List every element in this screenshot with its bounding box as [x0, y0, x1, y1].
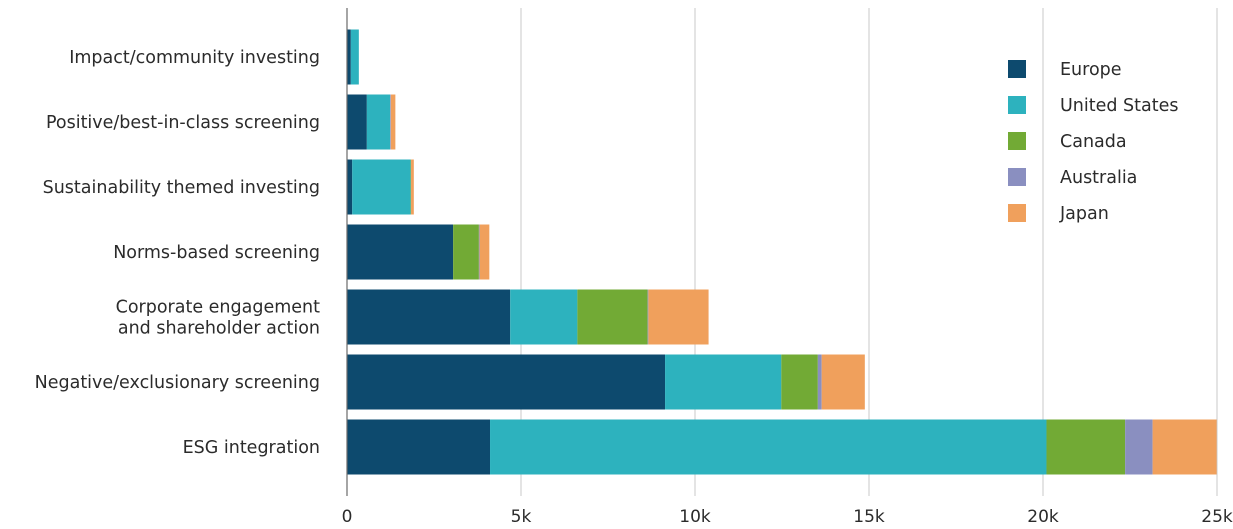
- bar-segment-europe: [347, 29, 351, 85]
- bar-segment-united-states: [352, 159, 411, 215]
- legend-label: Europe: [1060, 60, 1122, 80]
- legend-label: Canada: [1060, 132, 1127, 152]
- category-label: Impact/community investing: [69, 48, 320, 68]
- bar-segment-japan: [821, 354, 865, 410]
- legend-swatch-canada: [1008, 132, 1026, 150]
- x-tick-label: 20k: [1027, 507, 1059, 527]
- bar-segment-canada: [453, 224, 479, 280]
- category-label-line: Impact/community investing: [69, 48, 320, 68]
- x-tick-label: 15k: [853, 507, 885, 527]
- category-label-line: Corporate engagement: [116, 298, 321, 318]
- bar-segment-japan: [479, 224, 490, 280]
- bar-segment-europe: [347, 159, 353, 215]
- bar-segment-canada: [577, 289, 648, 345]
- bar-segment-europe: [347, 419, 491, 475]
- category-label: Negative/exclusionary screening: [35, 373, 320, 393]
- legend-swatch-europe: [1008, 60, 1026, 78]
- x-tick-label: 0: [342, 507, 353, 527]
- bar-segment-canada: [781, 354, 818, 410]
- bar-segment-australia: [390, 94, 391, 150]
- bar-segment-europe: [347, 94, 367, 150]
- bar-segment-australia: [1125, 419, 1153, 475]
- bar-segment-japan: [648, 289, 709, 345]
- legend: Europe United States Canada Australia Japan: [1008, 60, 1179, 224]
- category-label: Positive/best-in-class screening: [46, 113, 320, 133]
- bar-segment-united-states: [665, 354, 782, 410]
- x-tick-label: 5k: [511, 507, 532, 527]
- category-label: ESG integration: [183, 438, 320, 458]
- category-label-line: Norms-based screening: [113, 243, 320, 263]
- bar-segment-japan: [1152, 419, 1217, 475]
- category-label-line: Sustainability themed investing: [43, 178, 320, 198]
- bar-segment-europe: [347, 289, 511, 345]
- axes: 0 5k 10k 15k 20k 25k Impact/community investin…: [35, 8, 1233, 527]
- bar-segment-canada: [1046, 419, 1126, 475]
- bar-segment-united-states: [490, 419, 1047, 475]
- bar-segment-united-states: [350, 29, 359, 85]
- bar-segment-australia: [478, 224, 480, 280]
- category-label: Sustainability themed investing: [43, 178, 320, 198]
- legend-swatch-japan: [1008, 204, 1026, 222]
- legend-swatch-australia: [1008, 168, 1026, 186]
- bar-segment-japan: [411, 159, 414, 215]
- bars: [347, 29, 1217, 475]
- category-label: Corporate engagement and shareholder acti…: [116, 298, 321, 339]
- grid-lines: [520, 8, 1218, 496]
- bar-segment-australia: [817, 354, 822, 410]
- category-label: Norms-based screening: [113, 243, 320, 263]
- legend-swatch-united-states: [1008, 96, 1026, 114]
- bar-segment-united-states: [510, 289, 578, 345]
- category-label-line: and shareholder action: [118, 319, 320, 339]
- legend-label: Australia: [1060, 168, 1137, 188]
- x-tick-label: 10k: [679, 507, 711, 527]
- category-label-line: ESG integration: [183, 438, 320, 458]
- x-tick-label: 25k: [1201, 507, 1233, 527]
- bar-segment-australia: [647, 289, 649, 345]
- category-label-line: Negative/exclusionary screening: [35, 373, 320, 393]
- bar-segment-united-states: [366, 94, 391, 150]
- legend-label: Japan: [1059, 204, 1109, 224]
- bar-segment-europe: [347, 224, 454, 280]
- bar-segment-japan: [390, 94, 396, 150]
- legend-label: United States: [1060, 96, 1179, 116]
- category-label-line: Positive/best-in-class screening: [46, 113, 320, 133]
- bar-segment-europe: [347, 354, 666, 410]
